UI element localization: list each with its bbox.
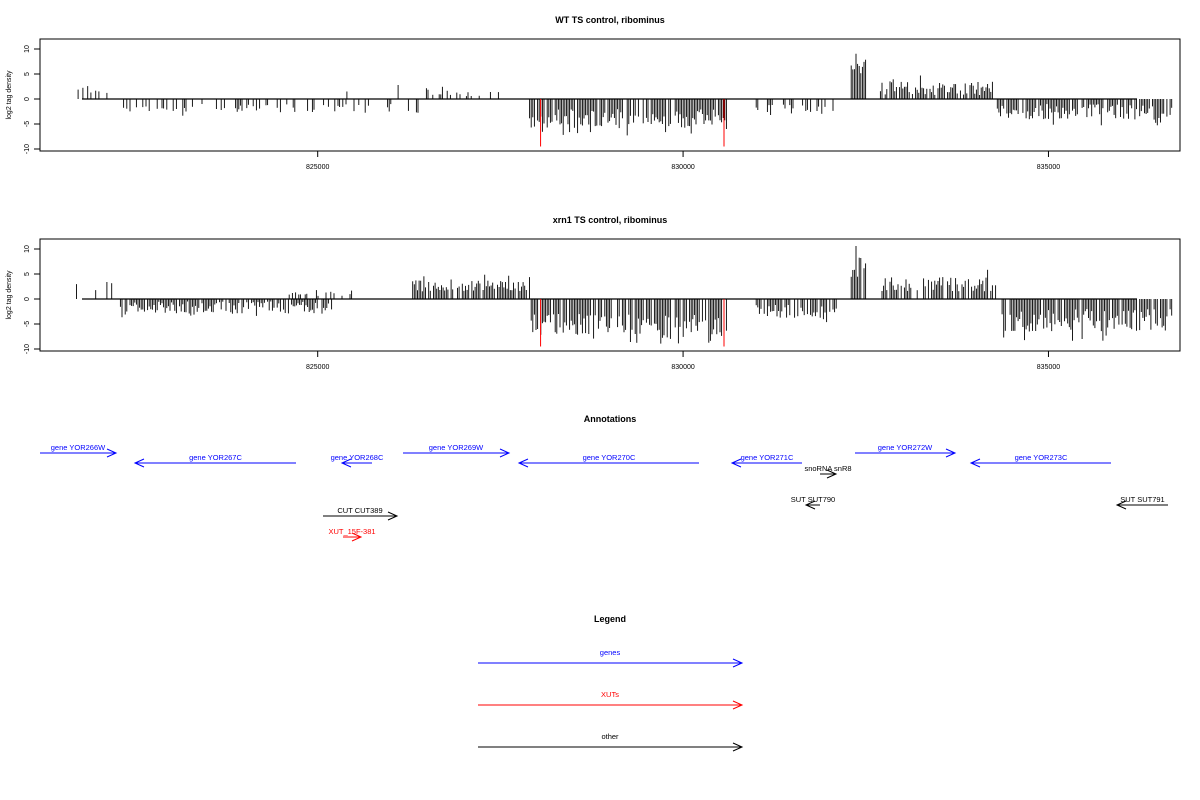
wt-panel-title: WT TS control, ribominus	[555, 15, 665, 25]
annotation-label: gene YOR273C	[1015, 453, 1068, 462]
xrn1-y-axis: 10 5 0 -5 -10	[24, 245, 40, 354]
legend-label: XUTs	[601, 690, 619, 699]
annotation-arrow-head	[730, 458, 742, 468]
legend-title: Legend	[594, 614, 626, 624]
y-tick-label: 10	[24, 45, 31, 53]
x-tick-label: 835000	[1037, 164, 1060, 171]
wt-plot-frame	[39, 38, 1181, 152]
xrn1-track-panel: xrn1 TS control, ribominus log2 tag dens…	[6, 215, 1181, 371]
annotation-gene: gene YOR268C	[331, 453, 384, 468]
annotation-label: gene YOR269W	[429, 443, 484, 452]
legend-item: XUTs	[478, 690, 744, 710]
xrn1-plot-frame	[39, 238, 1181, 352]
annotation-arrow-head	[340, 458, 352, 468]
legend-item: other	[478, 732, 744, 752]
annotations-title: Annotations	[584, 414, 637, 424]
annotation-gene: gene YOR269W	[403, 443, 511, 458]
annotation-gene: gene YOR271C	[730, 453, 802, 468]
legend-item: genes	[478, 648, 744, 668]
annotation-arrow-head	[945, 448, 957, 458]
annotation-label: CUT CUT389	[337, 506, 382, 515]
annotation-gene: gene YOR267C	[133, 453, 296, 468]
xrn1-y-axis-label: log2 tag density	[6, 270, 13, 320]
annotation-label: gene YOR270C	[583, 453, 636, 462]
y-tick-label: -5	[24, 321, 31, 327]
annotation-other: CUT CUT389	[323, 506, 399, 521]
annotation-label: SUT SUT791	[1120, 495, 1164, 504]
xrn1-x-axis: 825000 830000 835000	[306, 351, 1060, 371]
annotation-other: SUT SUT790	[791, 495, 835, 510]
annotation-xut: XUT_15F-381	[328, 527, 376, 542]
annotation-arrow-head	[499, 448, 511, 458]
annotation-gene: gene YOR272W	[855, 443, 957, 458]
annotation-gene: gene YOR273C	[969, 453, 1111, 468]
legend: Legend genes XUTs other	[478, 614, 744, 752]
annotation-label: SUT SUT790	[791, 495, 835, 504]
annotation-label: XUT_15F-381	[328, 527, 375, 536]
y-tick-label: 0	[24, 97, 31, 101]
y-tick-label: -5	[24, 121, 31, 127]
annotation-label: gene YOR268C	[331, 453, 384, 462]
wt-track-panel: WT TS control, ribominus log2 tag densit…	[6, 15, 1181, 171]
x-tick-label: 830000	[671, 164, 694, 171]
xrn1-density-bars	[76, 246, 1173, 347]
y-tick-label: -10	[24, 144, 31, 154]
annotation-arrow-head	[133, 458, 145, 468]
annotation-arrow-head	[826, 469, 838, 479]
annotation-gene: gene YOR266W	[40, 443, 118, 458]
x-tick-label: 825000	[306, 364, 329, 371]
wt-y-axis-label: log2 tag density	[6, 70, 13, 120]
annotation-label: snoRNA snR8	[804, 464, 851, 473]
annotation-arrow-head	[1115, 500, 1127, 510]
annotation-arrow-head	[106, 448, 118, 458]
x-tick-label: 825000	[306, 164, 329, 171]
annotation-arrow-head	[732, 700, 744, 710]
annotation-label: gene YOR266W	[51, 443, 106, 452]
annotation-items: gene YOR266W gene YOR267C gene YOR268C gene…	[40, 443, 1168, 542]
xrn1-panel-title: xrn1 TS control, ribominus	[553, 215, 668, 225]
legend-items: genes XUTs other	[478, 648, 744, 752]
legend-label: genes	[600, 648, 621, 657]
annotation-label: gene YOR271C	[741, 453, 794, 462]
y-tick-label: 0	[24, 297, 31, 301]
annotation-arrow-head	[387, 511, 399, 521]
legend-label: other	[601, 732, 619, 741]
y-tick-label: 5	[24, 72, 31, 76]
wt-y-axis: 10 5 0 -5 -10	[24, 45, 40, 154]
x-tick-label: 830000	[671, 364, 694, 371]
annotation-arrow-head	[351, 532, 363, 542]
wt-x-axis: 825000 830000 835000	[306, 151, 1060, 171]
annotation-arrow-head	[804, 500, 816, 510]
annotation-other: snoRNA snR8	[804, 464, 852, 479]
annotation-label: gene YOR267C	[189, 453, 242, 462]
annotation-arrow-head	[732, 742, 744, 752]
annotation-gene: gene YOR270C	[517, 453, 699, 468]
y-tick-label: 10	[24, 245, 31, 253]
annotation-arrow-head	[969, 458, 981, 468]
annotation-other: SUT SUT791	[1115, 495, 1168, 510]
y-tick-label: -10	[24, 344, 31, 354]
annotation-label: gene YOR272W	[878, 443, 933, 452]
y-tick-label: 5	[24, 272, 31, 276]
wt-density-bars	[77, 53, 1173, 147]
annotation-arrow-head	[732, 658, 744, 668]
annotation-arrow-head	[517, 458, 529, 468]
x-tick-label: 835000	[1037, 364, 1060, 371]
